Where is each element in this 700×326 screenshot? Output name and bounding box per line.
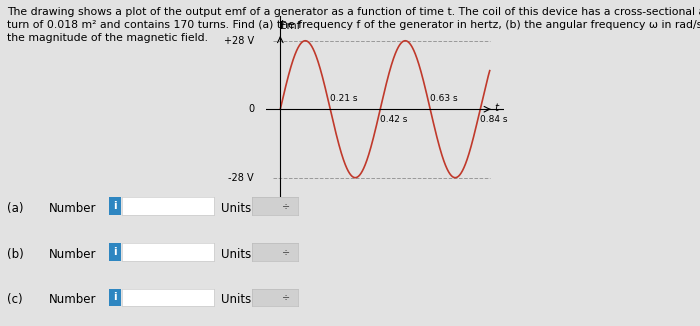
Text: Units: Units (220, 293, 251, 306)
Text: Units: Units (220, 248, 251, 261)
Text: (b): (b) (7, 248, 24, 261)
Text: 0.42 s: 0.42 s (380, 115, 407, 124)
Text: t: t (494, 103, 498, 113)
Text: 0.63 s: 0.63 s (430, 94, 458, 103)
Text: ÷: ÷ (282, 247, 290, 257)
Text: 0.21 s: 0.21 s (330, 94, 358, 103)
Text: The drawing shows a plot of the output emf of a generator as a function of time : The drawing shows a plot of the output e… (7, 7, 700, 43)
Text: Number: Number (49, 202, 97, 215)
Text: 0: 0 (248, 104, 254, 114)
Text: (c): (c) (7, 293, 22, 306)
Text: (a): (a) (7, 202, 24, 215)
Text: Number: Number (49, 293, 97, 306)
Text: Emf: Emf (280, 21, 301, 31)
Text: 0.84 s: 0.84 s (480, 115, 508, 124)
Text: i: i (113, 201, 117, 211)
Text: i: i (113, 247, 117, 257)
Text: ÷: ÷ (282, 292, 290, 303)
Text: ÷: ÷ (282, 201, 290, 211)
Text: i: i (113, 292, 117, 303)
Text: +28 V: +28 V (224, 36, 254, 46)
Text: Number: Number (49, 248, 97, 261)
Text: Units: Units (220, 202, 251, 215)
Text: -28 V: -28 V (228, 173, 254, 183)
